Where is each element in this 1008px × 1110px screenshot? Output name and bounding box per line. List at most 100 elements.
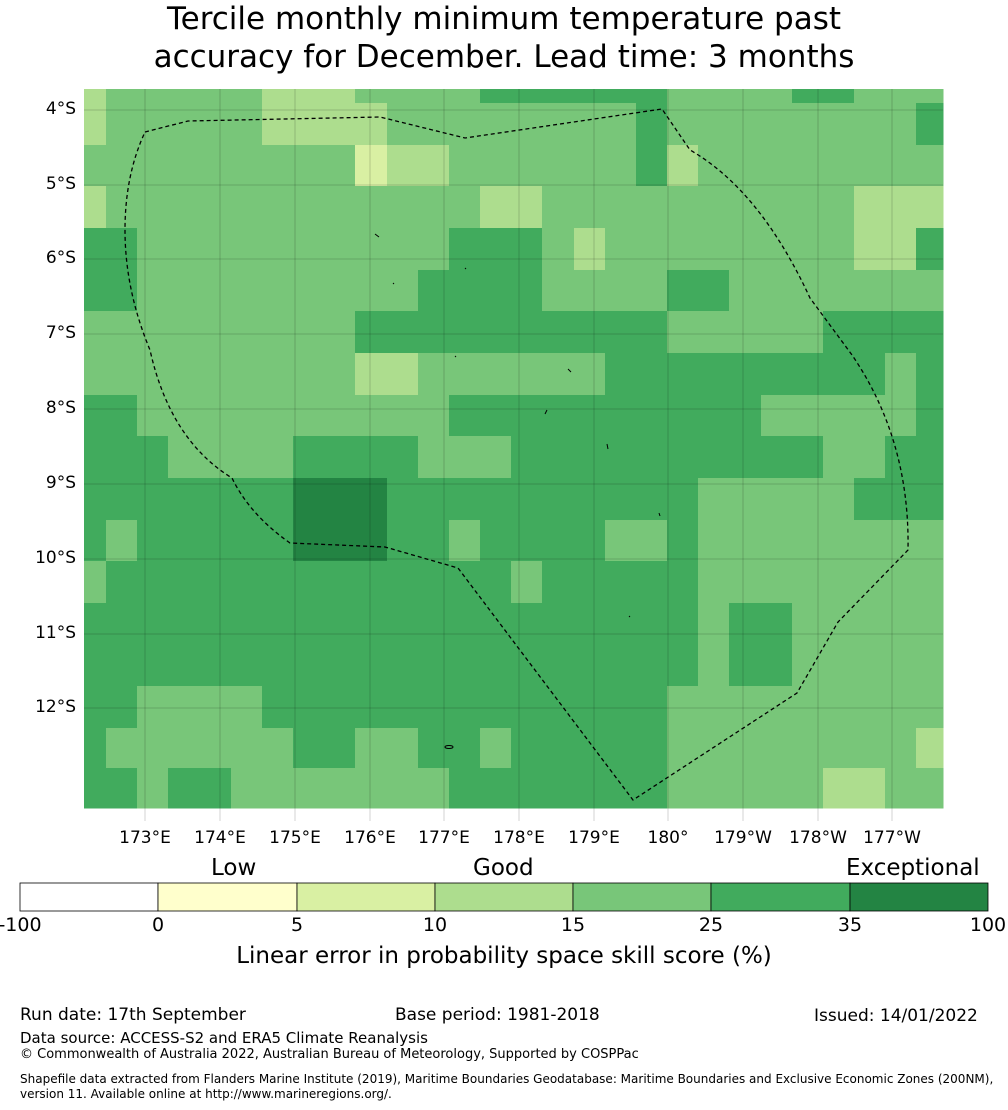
grid-cell	[84, 436, 107, 479]
grid-cell	[574, 520, 606, 562]
grid-cell	[137, 436, 169, 479]
grid-cell	[823, 89, 855, 104]
grid-cell	[636, 89, 668, 104]
grid-cell	[574, 768, 606, 809]
grid-cell	[574, 436, 606, 479]
grid-cell	[761, 186, 793, 229]
grid-cell	[449, 478, 481, 521]
grid-cell	[137, 728, 169, 769]
grid-cell	[449, 228, 481, 271]
grid-cell	[262, 103, 294, 146]
grid-cell	[449, 561, 481, 604]
grid-cell	[542, 103, 575, 146]
grid-cell	[511, 311, 543, 354]
grid-cell	[200, 728, 232, 769]
grid-cell	[449, 645, 481, 687]
lon-label: 175°E	[269, 828, 321, 848]
grid-cell	[449, 270, 481, 312]
grid-cell	[574, 89, 606, 104]
grid-cell	[418, 603, 450, 646]
grid-cell	[698, 686, 730, 729]
grid-cell	[137, 395, 169, 437]
grid-cell	[84, 103, 107, 146]
colorbar-tick: 5	[290, 914, 304, 936]
grid-cell	[885, 186, 917, 229]
title-line-2: accuracy for December. Lead time: 3 mont…	[153, 39, 855, 75]
grid-cell	[854, 311, 886, 354]
grid-cell	[916, 353, 944, 396]
grid-cell	[84, 186, 107, 229]
grid-cell	[355, 520, 388, 562]
grid-cell	[729, 311, 762, 354]
grid-cell	[854, 186, 886, 229]
grid-cell	[231, 728, 263, 769]
grid-cell	[480, 561, 512, 604]
grid-cell	[916, 270, 944, 312]
grid-cell	[636, 145, 668, 187]
grid-cell	[418, 436, 450, 479]
grid-cell	[293, 311, 325, 354]
grid-cell	[355, 228, 388, 271]
grid-cell	[729, 395, 762, 437]
grid-cell	[605, 436, 637, 479]
grid-cell	[418, 270, 450, 312]
grid-cell	[168, 520, 201, 562]
colorbar-tick: 10	[422, 914, 448, 936]
grid-cell	[792, 478, 824, 521]
grid-cell	[605, 270, 637, 312]
title-line-1: Tercile monthly minimum temperature past	[166, 1, 842, 37]
grid-cell	[262, 311, 294, 354]
grid-cell	[137, 103, 169, 146]
grid-cell	[355, 103, 388, 146]
grid-cell	[792, 768, 824, 809]
grid-cell	[106, 311, 138, 354]
grid-cell	[449, 436, 481, 479]
grid-cell	[511, 645, 543, 687]
grid-cell	[885, 768, 917, 809]
grid-cell	[200, 228, 232, 271]
grid-cell	[761, 768, 793, 809]
grid-cell	[324, 186, 356, 229]
base-period: Base period: 1981-2018	[395, 1005, 600, 1025]
grid-cell	[262, 728, 294, 769]
grid-cell	[324, 436, 356, 479]
grid-cell	[916, 728, 944, 769]
grid-cell	[355, 436, 388, 479]
grid-cell	[387, 603, 419, 646]
grid-cell	[667, 436, 699, 479]
grid-cell	[200, 89, 232, 104]
grid-cell	[168, 645, 201, 687]
grid-cell	[729, 728, 762, 769]
grid-cell	[137, 89, 169, 104]
grid-cell	[574, 103, 606, 146]
grid-cell	[355, 395, 388, 437]
grid-cell	[729, 103, 762, 146]
grid-cell	[293, 228, 325, 271]
grid-cell	[854, 145, 886, 187]
grid-cell	[698, 228, 730, 271]
lon-label: 177°W	[863, 828, 921, 848]
grid-cell	[480, 228, 512, 271]
grid-cell	[636, 186, 668, 229]
grid-cell	[916, 395, 944, 437]
grid-cell	[667, 728, 699, 769]
colorbar-label: Linear error in probability space skill …	[236, 943, 772, 969]
island	[606, 443, 609, 450]
grid-cell	[729, 436, 762, 479]
grid-cell	[293, 478, 325, 521]
grid-cell	[387, 686, 419, 729]
grid-cell	[667, 645, 699, 687]
grid-cell	[729, 768, 762, 809]
grid-cell	[854, 603, 886, 646]
grid-cell	[885, 395, 917, 437]
copyright: © Commonwealth of Australia 2022, Austra…	[20, 1047, 639, 1062]
grid-cell	[106, 561, 138, 604]
grid-cell	[293, 436, 325, 479]
island	[392, 282, 395, 285]
grid-cell	[729, 603, 762, 646]
grid-cell	[84, 520, 107, 562]
colorbar-tick: 15	[560, 914, 586, 936]
colorbar-tick: 25	[698, 914, 724, 936]
grid-cell	[84, 228, 107, 271]
grid-cell	[916, 686, 944, 729]
